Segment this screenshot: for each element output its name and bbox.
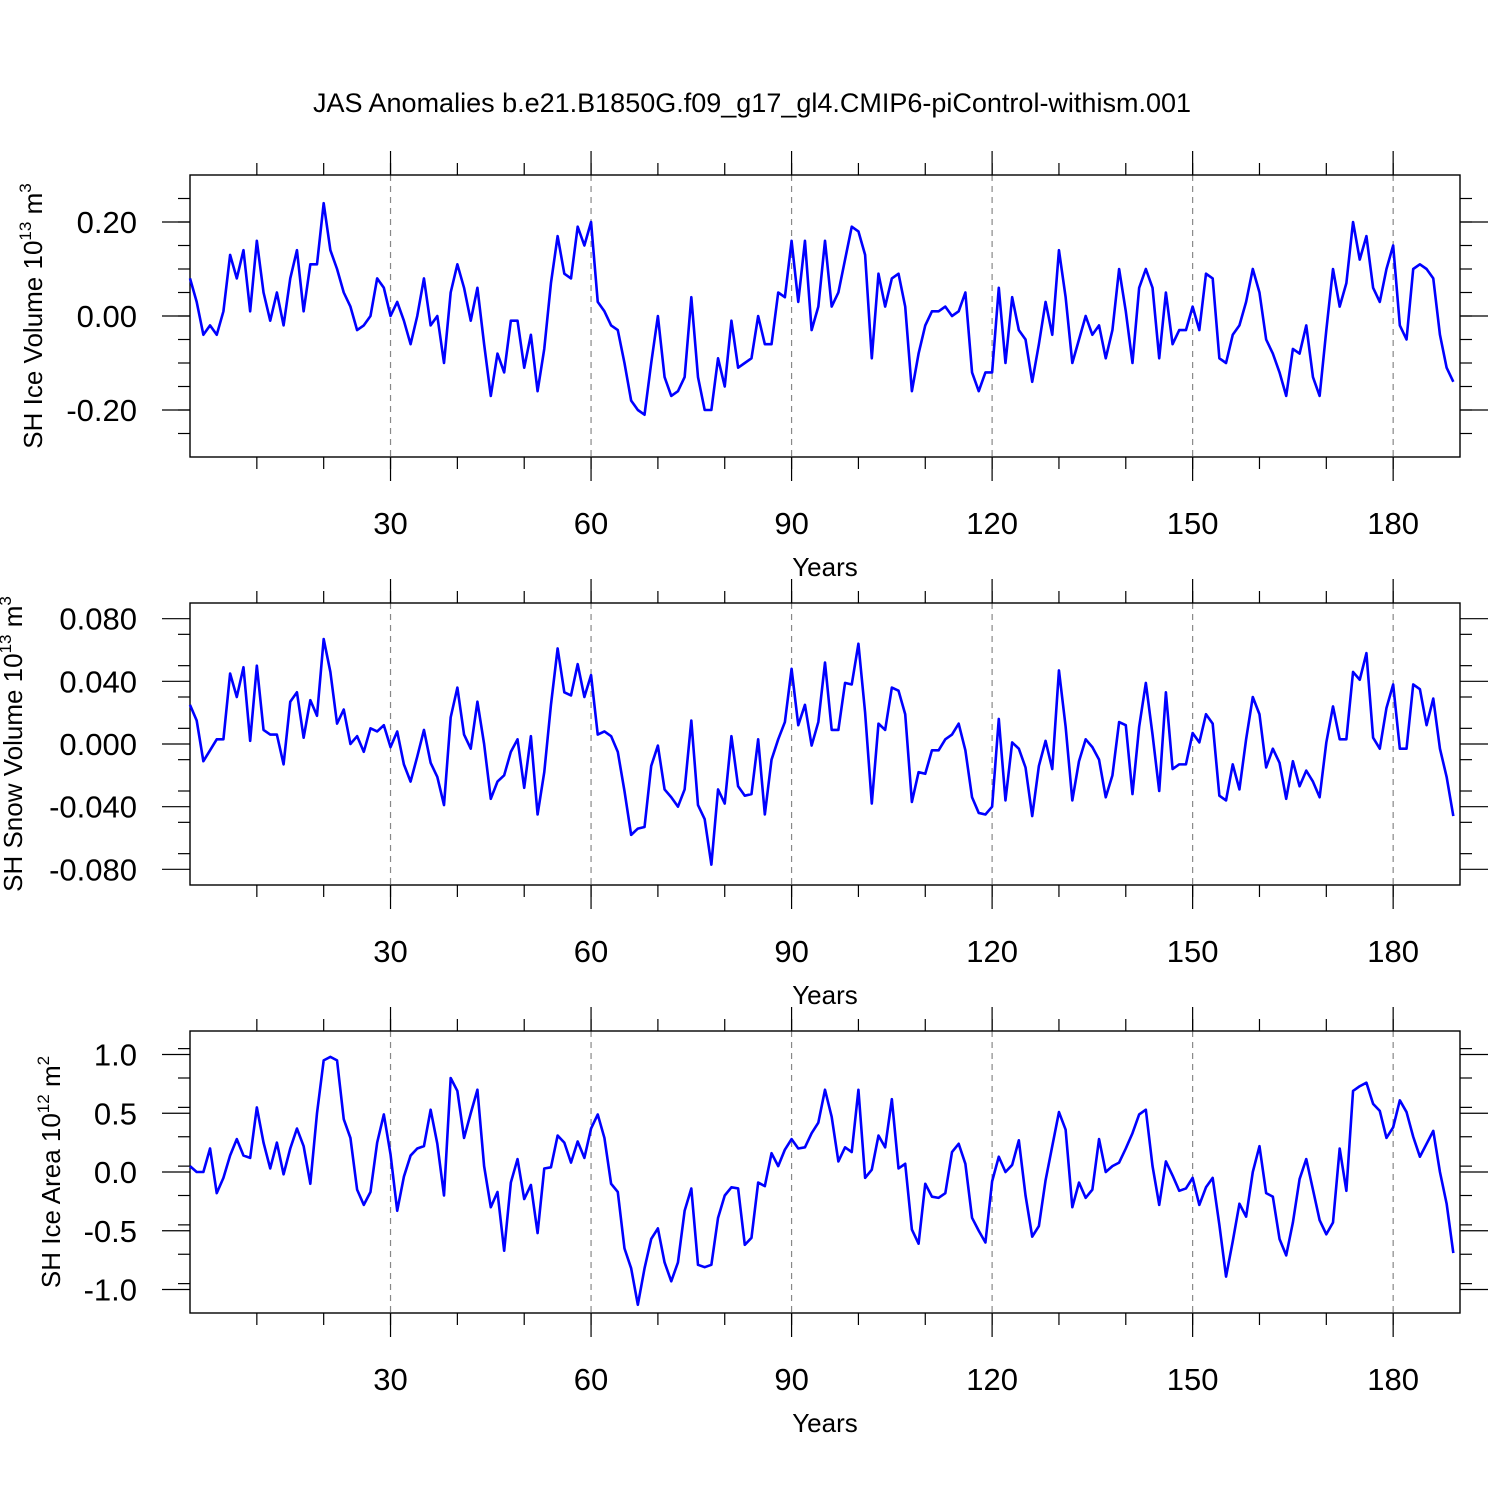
x-tick-label: 150: [1167, 506, 1219, 541]
series-line: [189, 1055, 1455, 1307]
y-tick-label: -1.0: [84, 1273, 137, 1308]
x-tick-label: 30: [373, 934, 407, 969]
x-tick-label: 180: [1367, 506, 1419, 541]
x-tick-label: 90: [774, 934, 808, 969]
x-tick-label: 120: [966, 934, 1018, 969]
y-tick-label: -0.080: [49, 852, 137, 887]
x-axis-label: Years: [792, 980, 858, 1010]
y-tick-label: -0.040: [49, 790, 137, 825]
x-tick-label: 90: [774, 506, 808, 541]
series-line: [188, 637, 1455, 866]
panel-ice-area: SH Ice Area 1012 m2 Years 30 60 90 120 150 18…: [34, 1007, 1488, 1438]
series-line: [188, 201, 1455, 417]
y-tick-label: 0.080: [59, 602, 137, 637]
y-tick-label: -0.20: [66, 393, 137, 428]
y-tick-label: 0.00: [77, 299, 137, 334]
panel-ice-volume: SH Ice Volume 1013 m3 Years 30 60 90 120 150…: [16, 151, 1488, 582]
x-axis-label: Years: [792, 552, 858, 582]
panel-snow-volume: SH Snow Volume 1013 m3 Years 30 60 90 120 15…: [0, 579, 1488, 1010]
plot-frame: [189, 602, 1461, 886]
y-tick-label: 0.0: [94, 1155, 137, 1190]
figure-title: JAS Anomalies b.e21.B1850G.f09_g17_gl4.C…: [313, 88, 1191, 118]
y-tick-label: 1.0: [94, 1038, 137, 1073]
y-axis-label: SH Ice Volume 1013 m3: [16, 183, 48, 448]
y-tick-label: 0.000: [59, 727, 137, 762]
x-tick-label: 60: [574, 506, 608, 541]
x-tick-label: 180: [1367, 1362, 1419, 1397]
y-axis-label: SH Snow Volume 1013 m3: [0, 596, 28, 892]
x-axis-label: Years: [792, 1408, 858, 1438]
y-tick-label: -0.5: [84, 1214, 137, 1249]
x-tick-label: 90: [774, 1362, 808, 1397]
y-tick-label: 0.5: [94, 1096, 137, 1131]
y-tick-label: 0.20: [77, 205, 137, 240]
x-tick-label: 60: [574, 1362, 608, 1397]
y-axis-label: SH Ice Area 1012 m2: [34, 1056, 66, 1288]
x-tick-label: 60: [574, 934, 608, 969]
x-tick-label: 30: [373, 506, 407, 541]
plot-frame: [189, 1030, 1461, 1314]
x-tick-label: 180: [1367, 934, 1419, 969]
x-tick-label: 30: [373, 1362, 407, 1397]
x-tick-label: 150: [1167, 934, 1219, 969]
x-tick-label: 150: [1167, 1362, 1219, 1397]
x-tick-label: 120: [966, 506, 1018, 541]
y-tick-label: 0.040: [59, 664, 137, 699]
x-tick-label: 120: [966, 1362, 1018, 1397]
plot-frame: [189, 174, 1461, 458]
